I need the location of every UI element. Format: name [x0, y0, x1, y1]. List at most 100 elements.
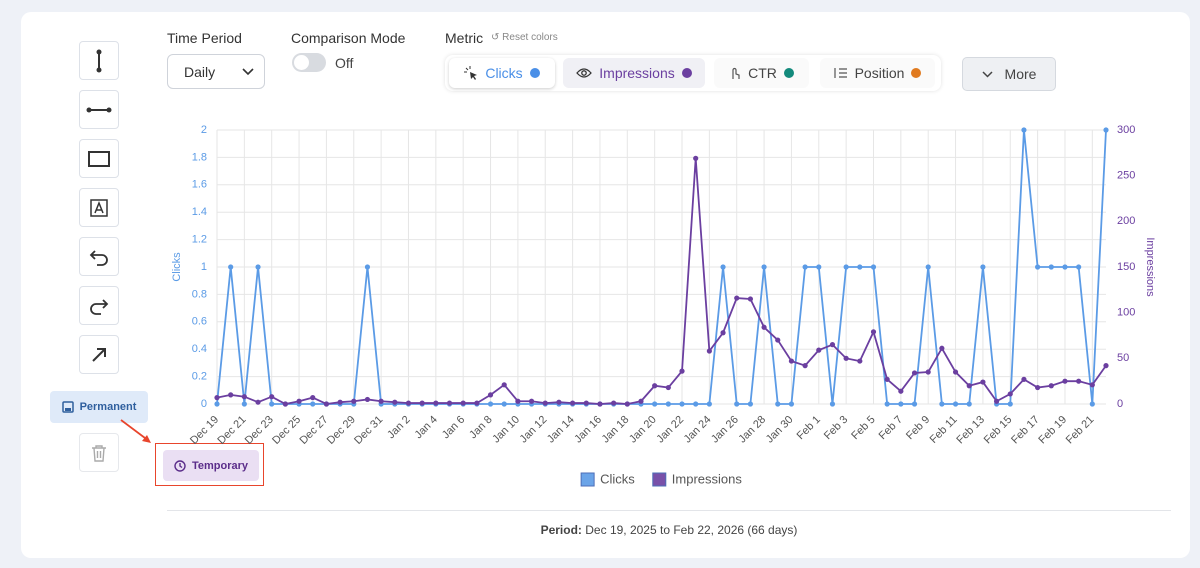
chip-label: CTR [748, 65, 777, 81]
data-point [542, 400, 548, 406]
data-point [501, 382, 507, 388]
data-point [583, 400, 589, 406]
data-point [734, 401, 740, 407]
data-point [1021, 376, 1027, 382]
data-point [911, 370, 918, 376]
data-point [269, 394, 275, 400]
legend-label: Clicks [600, 471, 635, 486]
arrow-tool[interactable] [79, 335, 119, 374]
y-tick-label: 2 [201, 124, 207, 136]
delete-tool[interactable] [79, 433, 119, 472]
x-tick-label: Jan 16 [572, 414, 604, 446]
temporary-button[interactable]: Temporary [163, 450, 259, 481]
y2-tick-label: 250 [1117, 170, 1135, 182]
x-tick-label: Feb 17 [1009, 414, 1042, 447]
metric-chip[interactable]: Position [820, 58, 935, 88]
data-point [446, 400, 453, 406]
data-point [843, 264, 849, 270]
period-text: Dec 19, 2025 to Feb 22, 2026 (66 days) [585, 523, 798, 537]
chip-label: Clicks [485, 65, 523, 81]
button-label: Permanent [79, 401, 137, 413]
x-tick-label: Feb 5 [849, 414, 877, 442]
y2-axis-title: Impressions [1144, 237, 1156, 297]
y-tick-label: 0.6 [192, 316, 207, 328]
data-point [364, 396, 371, 403]
data-point [693, 155, 699, 161]
data-point [652, 401, 658, 407]
chip-dot [681, 68, 692, 78]
metric-chip[interactable]: Clicks [449, 58, 555, 88]
data-point [1048, 264, 1054, 270]
data-point [857, 358, 863, 364]
data-point [679, 368, 685, 374]
annotation-arrow [120, 419, 151, 443]
data-point [1103, 127, 1109, 133]
data-point [1048, 383, 1054, 389]
data-point [966, 383, 972, 389]
comparison-toggle[interactable] [292, 53, 326, 72]
reset-colors[interactable]: ↺ Reset colors [491, 32, 558, 43]
more-button[interactable]: More [962, 57, 1056, 91]
x-tick-label: Feb 7 [877, 414, 905, 442]
data-point [241, 401, 247, 407]
data-point [939, 401, 945, 407]
metric-chip[interactable]: Impressions [563, 58, 705, 88]
data-point [638, 398, 644, 404]
redo-tool[interactable] [79, 286, 119, 325]
data-point [665, 384, 671, 391]
x-tick-label: Feb 1 [795, 414, 823, 442]
x-tick-label: Feb 15 [982, 414, 1015, 447]
data-point [1062, 378, 1068, 384]
y2-tick-label: 150 [1117, 261, 1135, 273]
data-point [1007, 391, 1013, 397]
line-horizontal-tool[interactable] [79, 90, 119, 129]
x-tick-label: Feb 13 [954, 414, 987, 447]
y-tick-label: 0.8 [192, 288, 207, 300]
divider [167, 510, 1171, 511]
data-point [870, 329, 877, 335]
rectangle-tool[interactable] [79, 139, 119, 178]
data-point [323, 401, 330, 407]
time-period-select[interactable]: Daily [167, 54, 265, 89]
data-point [829, 342, 836, 348]
permanent-button[interactable]: Permanent [50, 391, 148, 423]
chip-dot [911, 68, 922, 78]
data-point [405, 400, 412, 406]
data-point [706, 348, 712, 354]
data-point [460, 400, 466, 406]
button-label: Temporary [191, 459, 249, 472]
line-vertical-tool[interactable] [79, 41, 119, 80]
data-point [1076, 378, 1082, 384]
data-point [652, 383, 658, 389]
data-point [816, 264, 822, 270]
x-tick-label: Jan 26 [709, 414, 741, 446]
metric-chip[interactable]: CTR [714, 58, 809, 88]
data-point [679, 401, 685, 407]
data-point [802, 363, 808, 369]
undo-tool[interactable] [79, 237, 119, 276]
x-tick-label: Dec 23 [243, 414, 276, 447]
data-point [214, 395, 220, 401]
data-point [1035, 384, 1041, 391]
y2-tick-label: 50 [1117, 352, 1129, 364]
legend-label: Impressions [672, 471, 743, 486]
period-label: Period: [540, 523, 582, 537]
data-point [911, 401, 918, 407]
data-point [392, 399, 398, 405]
y-tick-label: 1.2 [192, 234, 207, 246]
data-point [310, 401, 316, 407]
data-point [1035, 264, 1041, 270]
data-point [269, 401, 275, 407]
text-tool[interactable] [79, 188, 119, 227]
x-tick-label: Feb 11 [928, 414, 960, 446]
data-point [1076, 264, 1082, 270]
x-tick-label: Jan 6 [440, 414, 468, 442]
data-point [884, 401, 890, 407]
x-tick-label: Jan 4 [412, 414, 440, 442]
data-point [898, 401, 904, 407]
data-point [747, 401, 754, 407]
chip-label: Position [854, 65, 905, 81]
x-tick-label: Dec 29 [325, 414, 358, 447]
data-point [775, 401, 781, 407]
data-point [884, 376, 890, 382]
